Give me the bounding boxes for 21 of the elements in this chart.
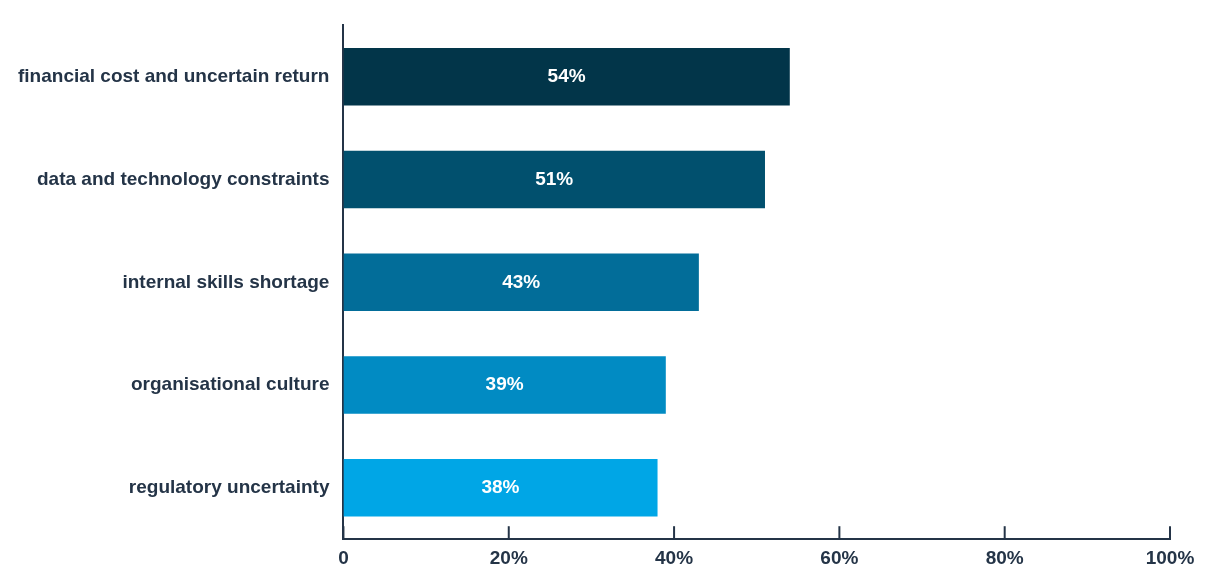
y-tick-label: organisational culture: [130, 373, 330, 395]
x-tick-label: 0: [338, 546, 349, 568]
data-label: 38%: [481, 476, 520, 498]
x-tick-label: 80%: [985, 546, 1024, 568]
data-label: 39%: [485, 373, 524, 395]
bar: [343, 150, 765, 209]
data-label: 43%: [502, 270, 541, 292]
bar: [343, 253, 699, 312]
y-tick-label: regulatory uncertainty: [128, 476, 330, 498]
data-label: 51%: [535, 167, 574, 189]
bar: [343, 356, 666, 414]
x-tick-label: 100%: [1145, 546, 1195, 568]
x-tick-label: 40%: [655, 546, 694, 568]
bar: [343, 459, 658, 517]
x-tick-label: 20%: [489, 546, 528, 568]
data-label: 54%: [547, 65, 586, 87]
y-tick-label: financial cost and uncertain return: [18, 65, 330, 87]
y-tick-label: internal skills shortage: [122, 270, 330, 292]
x-tick-label: 60%: [820, 546, 859, 568]
y-tick-label: data and technology constraints: [37, 167, 330, 189]
bar: [343, 48, 790, 106]
